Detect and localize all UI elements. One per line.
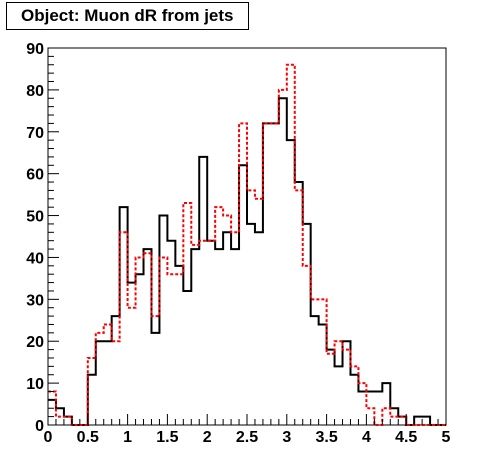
y-tick-label: 90 — [26, 41, 44, 58]
y-tick-label: 40 — [26, 250, 44, 267]
x-tick-label: 1 — [123, 429, 132, 446]
y-tick-label: 30 — [26, 292, 44, 309]
y-tick-label: 0 — [35, 418, 44, 435]
x-tick-label: 0.5 — [77, 429, 99, 446]
x-tick-label: 5 — [442, 429, 451, 446]
x-tick-label: 2 — [203, 429, 212, 446]
plot-frame — [47, 47, 447, 426]
y-tick-label: 80 — [26, 83, 44, 100]
chart-title: Object: Muon dR from jets — [21, 6, 234, 25]
x-tick-label: 2.5 — [236, 429, 258, 446]
y-tick-label: 70 — [26, 125, 44, 142]
y-tick-label: 10 — [26, 376, 44, 393]
x-tick-label: 0 — [44, 429, 53, 446]
y-tick-label: 60 — [26, 167, 44, 184]
x-tick-label: 4 — [362, 429, 371, 446]
histogram-series-2 — [48, 63, 446, 426]
x-tick-label: 3.5 — [315, 429, 337, 446]
y-tick-label: 20 — [26, 334, 44, 351]
x-tick-label: 4.5 — [395, 429, 417, 446]
x-tick-label: 3 — [282, 429, 291, 446]
y-tick-label: 50 — [26, 209, 44, 226]
chart-title-box: Object: Muon dR from jets — [6, 2, 249, 30]
x-tick-label: 1.5 — [156, 429, 178, 446]
